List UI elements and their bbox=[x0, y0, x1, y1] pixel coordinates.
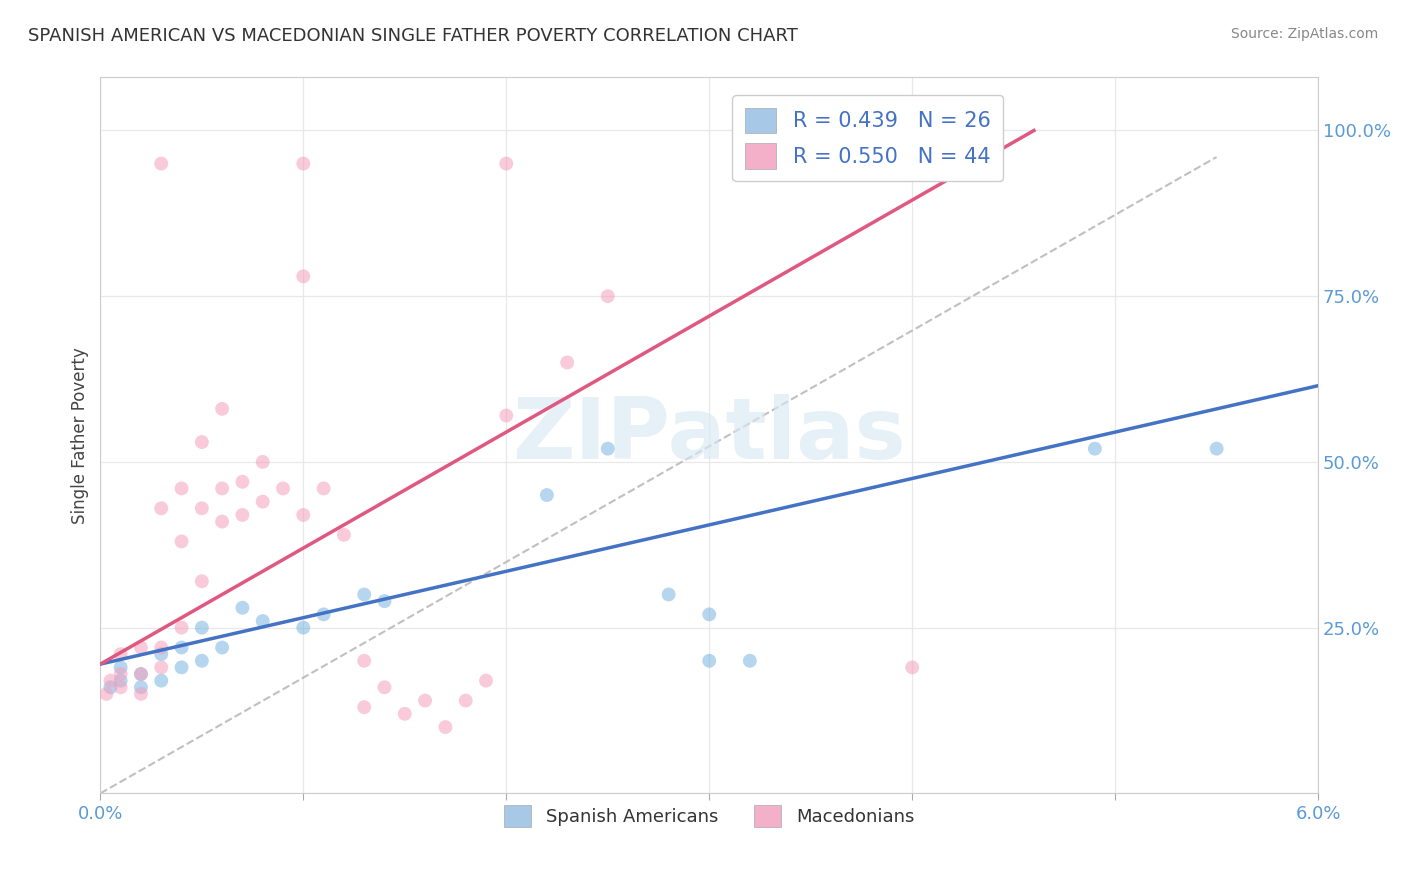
Point bbox=[170, 482, 193, 496]
Point bbox=[495, 409, 517, 423]
Point bbox=[211, 401, 233, 416]
Point bbox=[697, 607, 720, 622]
Point bbox=[100, 681, 122, 695]
Point bbox=[373, 681, 395, 695]
Point bbox=[150, 647, 173, 661]
Point bbox=[100, 673, 122, 688]
Point bbox=[901, 660, 924, 674]
Point bbox=[312, 482, 335, 496]
Point bbox=[191, 574, 214, 589]
Point bbox=[353, 700, 375, 714]
Point bbox=[96, 687, 118, 701]
Point bbox=[129, 667, 152, 681]
Point bbox=[191, 435, 214, 450]
Legend: Spanish Americans, Macedonians: Spanish Americans, Macedonians bbox=[498, 798, 921, 834]
Point bbox=[413, 693, 436, 707]
Point bbox=[170, 534, 193, 549]
Point bbox=[231, 475, 253, 489]
Point bbox=[292, 508, 315, 522]
Point bbox=[150, 156, 173, 170]
Point bbox=[1084, 442, 1107, 456]
Point bbox=[211, 482, 233, 496]
Point bbox=[292, 269, 315, 284]
Point bbox=[129, 640, 152, 655]
Point bbox=[555, 355, 578, 369]
Point bbox=[110, 647, 132, 661]
Point bbox=[292, 621, 315, 635]
Point bbox=[150, 640, 173, 655]
Point bbox=[211, 640, 233, 655]
Point bbox=[231, 600, 253, 615]
Point bbox=[536, 488, 558, 502]
Point bbox=[129, 687, 152, 701]
Point bbox=[110, 660, 132, 674]
Point bbox=[373, 594, 395, 608]
Point bbox=[596, 289, 619, 303]
Point bbox=[170, 660, 193, 674]
Point bbox=[1205, 442, 1227, 456]
Point bbox=[738, 654, 761, 668]
Point bbox=[697, 654, 720, 668]
Point bbox=[211, 515, 233, 529]
Point bbox=[170, 621, 193, 635]
Point bbox=[170, 640, 193, 655]
Point bbox=[292, 156, 315, 170]
Point bbox=[394, 706, 416, 721]
Point bbox=[658, 587, 681, 601]
Point bbox=[353, 654, 375, 668]
Point bbox=[110, 667, 132, 681]
Point bbox=[150, 673, 173, 688]
Point bbox=[231, 508, 253, 522]
Point bbox=[150, 501, 173, 516]
Point bbox=[312, 607, 335, 622]
Point bbox=[596, 442, 619, 456]
Point bbox=[252, 455, 274, 469]
Point bbox=[434, 720, 457, 734]
Point bbox=[191, 501, 214, 516]
Point bbox=[129, 681, 152, 695]
Point bbox=[353, 587, 375, 601]
Text: ZIPatlas: ZIPatlas bbox=[512, 394, 905, 477]
Text: Source: ZipAtlas.com: Source: ZipAtlas.com bbox=[1230, 27, 1378, 41]
Point bbox=[191, 654, 214, 668]
Point bbox=[110, 681, 132, 695]
Point bbox=[475, 673, 498, 688]
Point bbox=[129, 667, 152, 681]
Y-axis label: Single Father Poverty: Single Father Poverty bbox=[72, 347, 89, 524]
Point bbox=[150, 660, 173, 674]
Point bbox=[454, 693, 477, 707]
Text: SPANISH AMERICAN VS MACEDONIAN SINGLE FATHER POVERTY CORRELATION CHART: SPANISH AMERICAN VS MACEDONIAN SINGLE FA… bbox=[28, 27, 799, 45]
Point bbox=[110, 673, 132, 688]
Point bbox=[333, 528, 356, 542]
Point bbox=[191, 621, 214, 635]
Point bbox=[252, 494, 274, 508]
Point bbox=[495, 156, 517, 170]
Point bbox=[252, 614, 274, 628]
Point bbox=[271, 482, 294, 496]
